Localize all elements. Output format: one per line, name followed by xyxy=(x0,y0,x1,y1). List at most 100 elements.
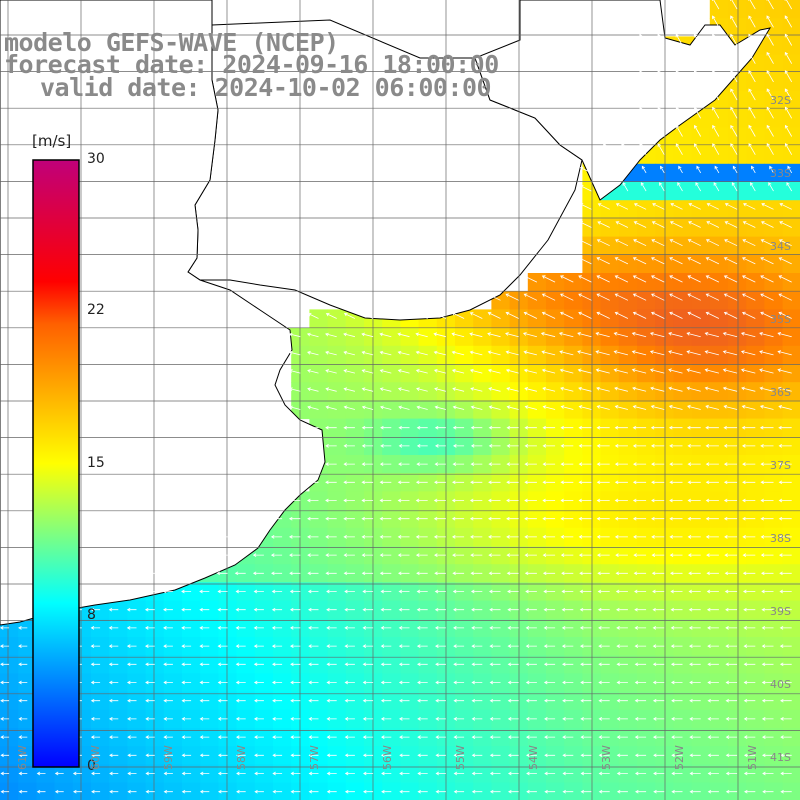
wind-cell xyxy=(600,327,620,347)
wind-cell xyxy=(746,527,765,547)
wind-arrow xyxy=(362,607,374,612)
wind-cell xyxy=(600,455,620,474)
wind-cell xyxy=(764,200,784,219)
wind-arrow xyxy=(270,332,283,338)
wind-cell xyxy=(291,673,310,693)
wind-arrow xyxy=(687,444,701,448)
wind-arrow xyxy=(712,33,720,46)
wind-arrow xyxy=(596,405,610,410)
wind-cell xyxy=(746,273,765,292)
wind-cell xyxy=(527,709,547,729)
wind-cell xyxy=(691,746,711,765)
wind-arrow xyxy=(343,425,355,430)
wind-cell xyxy=(382,637,401,656)
wind-arrow xyxy=(398,626,410,630)
wind-arrow xyxy=(615,589,628,594)
wind-cell xyxy=(18,691,37,711)
wind-cell xyxy=(236,782,256,800)
wind-arrow xyxy=(416,462,428,466)
wind-arrow xyxy=(380,680,392,685)
wind-arrow xyxy=(379,516,392,521)
wind-arrow xyxy=(634,717,647,721)
wind-cell xyxy=(382,618,401,638)
wind-cell xyxy=(473,509,492,529)
wind-cell xyxy=(345,400,365,420)
wind-arrow xyxy=(415,480,428,485)
wind-arrow xyxy=(742,221,756,228)
wind-arrow xyxy=(379,387,392,392)
wind-cell xyxy=(564,509,583,529)
wind-cell xyxy=(691,691,711,711)
wind-arrow xyxy=(307,589,319,594)
wind-cell xyxy=(382,345,401,365)
wind-arrow xyxy=(613,350,628,356)
wind-arrow xyxy=(634,753,647,758)
wind-cell xyxy=(473,582,492,602)
wind-arrow xyxy=(361,516,374,521)
wind-cell xyxy=(709,273,729,292)
wind-cell xyxy=(600,473,620,492)
wind-arrow xyxy=(380,753,392,758)
wind-cell xyxy=(291,400,310,420)
wind-arrow xyxy=(417,717,428,721)
wind-cell xyxy=(418,618,438,638)
wind-cell xyxy=(764,473,784,492)
wind-arrow xyxy=(525,662,537,667)
wind-arrow xyxy=(651,257,665,265)
wind-cell xyxy=(691,564,711,583)
wind-cell xyxy=(291,509,310,529)
colorbar xyxy=(32,159,80,768)
wind-arrow xyxy=(650,425,665,430)
wind-arrow xyxy=(678,165,683,174)
wind-arrow xyxy=(525,589,537,594)
wind-arrow xyxy=(307,571,319,576)
wind-arrow xyxy=(706,553,719,557)
wind-arrow xyxy=(639,125,647,137)
wind-arrow xyxy=(766,70,774,83)
wind-arrow xyxy=(779,698,792,703)
wind-arrow xyxy=(722,386,738,392)
wind-cell xyxy=(637,527,656,547)
wind-arrow xyxy=(635,771,647,776)
wind-arrow xyxy=(616,644,628,648)
wind-cell xyxy=(400,327,420,347)
wind-arrow xyxy=(144,607,155,612)
wind-arrow xyxy=(760,462,774,466)
wind-cell xyxy=(309,527,329,547)
wind-cell xyxy=(746,145,765,165)
wind-cell xyxy=(109,691,128,711)
wind-arrow xyxy=(670,644,683,648)
wind-cell xyxy=(254,709,274,729)
wind-arrow xyxy=(487,516,501,521)
wind-arrow xyxy=(687,516,701,521)
wind-arrow xyxy=(687,480,701,485)
wind-cell xyxy=(200,691,219,711)
wind-cell xyxy=(109,709,128,729)
wind-cell xyxy=(345,600,365,620)
wind-cell xyxy=(455,345,474,365)
wind-cell xyxy=(473,709,492,729)
wind-arrow xyxy=(725,626,738,630)
wind-arrow xyxy=(181,717,192,721)
wind-arrow xyxy=(524,387,537,392)
wind-arrow xyxy=(199,626,210,630)
wind-arrow xyxy=(688,571,701,576)
latitude-label: 32S xyxy=(770,94,791,107)
wind-cell xyxy=(618,782,638,800)
wind-cell xyxy=(182,764,201,784)
wind-arrow xyxy=(616,680,628,685)
wind-arrow xyxy=(706,607,719,612)
wind-arrow xyxy=(398,607,410,612)
wind-cell xyxy=(691,782,711,800)
wind-arrow xyxy=(379,553,392,557)
wind-cell xyxy=(637,418,656,438)
wind-arrow xyxy=(632,444,647,448)
wind-cell xyxy=(600,491,620,511)
wind-cell xyxy=(546,382,565,401)
wind-arrow xyxy=(453,644,465,648)
wind-arrow xyxy=(325,369,337,374)
wind-arrow xyxy=(470,444,483,448)
wind-cell xyxy=(782,91,800,110)
wind-cell xyxy=(382,400,401,420)
wind-cell xyxy=(345,418,365,438)
